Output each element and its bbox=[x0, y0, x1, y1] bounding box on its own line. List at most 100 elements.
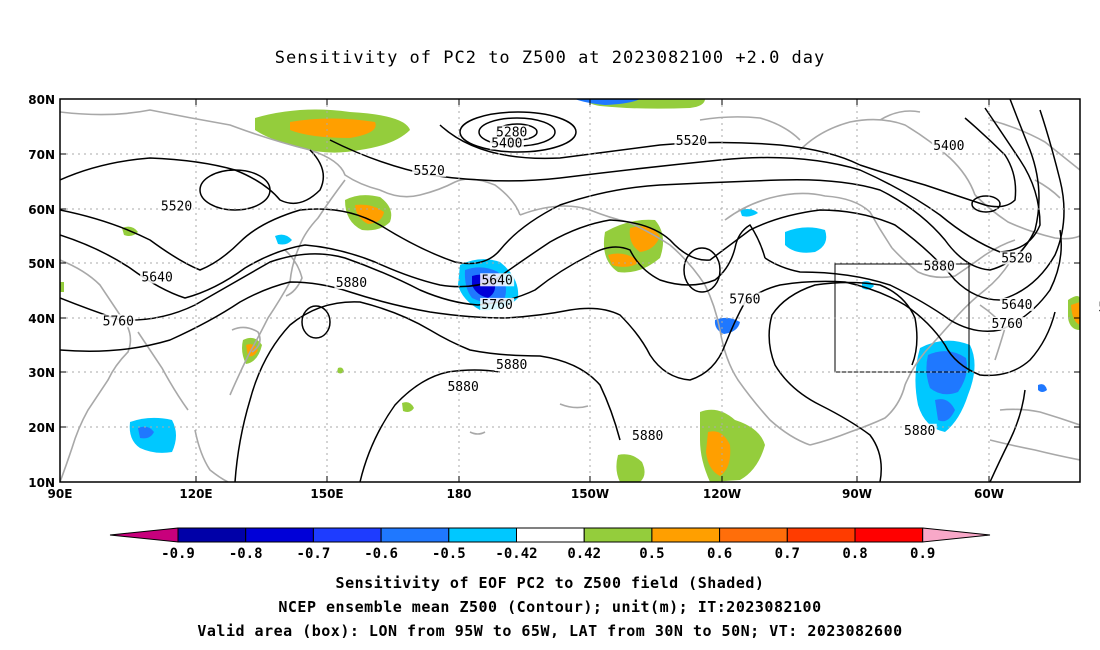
negative-patch bbox=[935, 399, 955, 422]
colorbar-tick-label: -0.42 bbox=[495, 546, 537, 562]
colorbar-tick-label: 0.6 bbox=[707, 546, 732, 562]
colorbar-cell bbox=[719, 527, 788, 543]
plot-frame bbox=[59, 98, 1081, 483]
coastlines bbox=[60, 109, 1080, 482]
negative-patch bbox=[575, 99, 640, 105]
contour-label-bg bbox=[931, 139, 966, 153]
colorbar-cell bbox=[583, 527, 653, 543]
lat-label: 70N bbox=[28, 148, 55, 162]
contour-label: 5880 bbox=[447, 380, 478, 395]
contour-label-bg bbox=[999, 297, 1034, 311]
positive-patch bbox=[616, 454, 645, 482]
positive-patch bbox=[1071, 302, 1080, 325]
contour-label-bg bbox=[480, 297, 515, 311]
contour-label: 5640 bbox=[141, 271, 172, 286]
contour-label-bg bbox=[727, 292, 762, 306]
lon-label: 150E bbox=[310, 487, 343, 501]
negative-patch bbox=[740, 209, 758, 217]
gridlines bbox=[60, 99, 1080, 482]
contour-label: 5520 bbox=[161, 199, 192, 214]
contour-label-bg bbox=[412, 163, 447, 177]
contour-label-bg bbox=[159, 199, 194, 213]
contour-label-bg bbox=[902, 423, 937, 437]
negative-patch bbox=[926, 351, 967, 395]
contour-label-bg bbox=[446, 379, 481, 393]
contour-label: 5880 bbox=[904, 424, 935, 439]
colorbar-cell bbox=[312, 527, 382, 543]
tick-marks bbox=[60, 98, 1080, 483]
footer-line-1: Sensitivity of EOF PC2 to Z500 field (Sh… bbox=[335, 574, 765, 592]
colorbar-tick-label: -0.7 bbox=[297, 546, 331, 562]
lat-label: 40N bbox=[28, 312, 55, 326]
contour-label: 5880 bbox=[496, 358, 527, 373]
lat-label: 50N bbox=[28, 257, 55, 271]
contour-label-bg bbox=[990, 317, 1025, 331]
positive-patch bbox=[402, 402, 414, 412]
lon-label: 90W bbox=[842, 487, 872, 501]
colorbar-tick-label: 0.42 bbox=[567, 546, 601, 562]
colorbar-arrow-high bbox=[922, 527, 991, 543]
lat-label: 80N bbox=[28, 93, 55, 107]
positive-patch bbox=[629, 226, 660, 252]
contour-label: 5760 bbox=[103, 314, 134, 329]
shaded-sensitivity-field bbox=[60, 99, 1080, 482]
negative-patch bbox=[129, 417, 176, 453]
lon-label: 120W bbox=[703, 487, 741, 501]
lat-label: 10N bbox=[28, 476, 55, 490]
contour-label: 5640 bbox=[481, 273, 512, 288]
contour-label-bg bbox=[999, 251, 1034, 265]
contour-label-bg bbox=[101, 314, 136, 328]
colorbar-cell bbox=[380, 527, 450, 543]
colorbar-tick-label: -0.5 bbox=[432, 546, 466, 562]
lat-label: 60N bbox=[28, 203, 55, 217]
contour-label-bg bbox=[630, 429, 665, 443]
colorbar-cell bbox=[854, 527, 924, 543]
contour-label: 5760 bbox=[481, 298, 512, 313]
contour-label: 5400 bbox=[491, 137, 522, 152]
chart-title: Sensitivity of PC2 to Z500 at 2023082100… bbox=[274, 48, 826, 68]
colorbar-tick-label: 0.7 bbox=[775, 546, 800, 562]
colorbar-tick-label: -0.8 bbox=[229, 546, 263, 562]
footer-line-3: Valid area (box): LON from 95W to 65W, L… bbox=[197, 622, 903, 640]
contour-label-bg bbox=[140, 270, 175, 284]
colorbar-cell bbox=[516, 527, 585, 543]
colorbar-cell bbox=[177, 527, 247, 543]
contour-label: 5520 bbox=[676, 134, 707, 149]
positive-patch bbox=[60, 282, 64, 292]
colorbar-tick-label: 0.8 bbox=[842, 546, 867, 562]
lon-label: 120E bbox=[179, 487, 212, 501]
contour-label-bg bbox=[334, 276, 369, 290]
colorbar-cell bbox=[245, 527, 314, 543]
colorbar-cell bbox=[448, 527, 517, 543]
contour-label: 5400 bbox=[933, 139, 964, 154]
colorbar-cell bbox=[786, 527, 856, 543]
contour-label-bg bbox=[489, 136, 524, 150]
contour-label-bg bbox=[674, 133, 709, 147]
contour-label-bg bbox=[494, 125, 529, 139]
colorbar-tick-label: -0.6 bbox=[364, 546, 398, 562]
contour-label: 5640 bbox=[1001, 298, 1032, 313]
contour-label: 5880 bbox=[632, 429, 663, 444]
colorbar: -0.9 -0.8 -0.7 -0.6 -0.5 -0.42 0.42 0.5 0.6 0.7 0.… bbox=[109, 527, 991, 562]
footer-line-2: NCEP ensemble mean Z500 (Contour); unit(… bbox=[278, 598, 822, 616]
lat-label: 20N bbox=[28, 421, 55, 435]
contour-label: 5520 bbox=[413, 164, 444, 179]
contour-label: 5520 bbox=[1001, 251, 1032, 266]
contour-label-bg bbox=[1097, 300, 1100, 314]
plot-area bbox=[60, 99, 1080, 482]
contour-label-bg bbox=[480, 273, 515, 287]
colorbar-arrow-low bbox=[109, 527, 179, 543]
contour-label: 5760 bbox=[729, 292, 760, 307]
negative-patch bbox=[138, 426, 154, 439]
negative-patch bbox=[714, 317, 740, 334]
z500-contours bbox=[60, 99, 1065, 482]
contour-label: 5640 bbox=[1098, 301, 1100, 316]
lat-label: 30N bbox=[28, 366, 55, 380]
colorbar-tick-label: 0.9 bbox=[910, 546, 935, 562]
positive-patch bbox=[355, 204, 384, 224]
negative-patch bbox=[785, 227, 827, 253]
contour-label-bg bbox=[494, 358, 529, 372]
negative-patch bbox=[1038, 384, 1047, 392]
